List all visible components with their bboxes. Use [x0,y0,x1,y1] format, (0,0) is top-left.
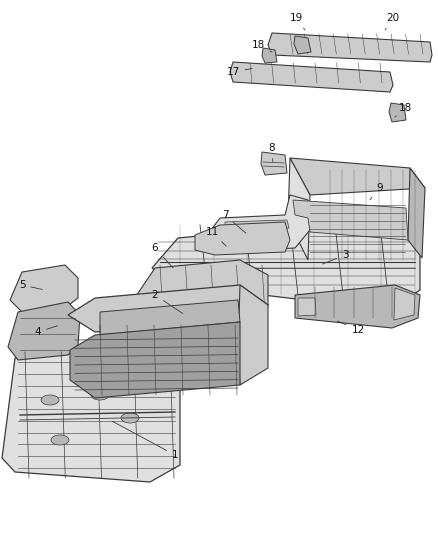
Text: 4: 4 [35,326,57,337]
Polygon shape [70,322,240,398]
Text: 9: 9 [370,183,383,200]
Polygon shape [2,342,180,482]
Polygon shape [132,260,268,318]
Polygon shape [230,62,393,92]
Text: 2: 2 [152,290,183,313]
Text: 7: 7 [222,210,246,233]
Polygon shape [195,222,290,255]
Text: 8: 8 [268,143,276,162]
Polygon shape [68,285,268,332]
Polygon shape [8,302,80,360]
Text: 3: 3 [322,250,348,264]
Polygon shape [225,220,289,232]
Text: 18: 18 [251,40,272,52]
Polygon shape [262,48,277,63]
Ellipse shape [41,395,59,405]
Polygon shape [205,195,310,252]
Polygon shape [295,285,420,328]
Polygon shape [293,200,408,240]
Polygon shape [100,300,240,335]
Polygon shape [261,152,287,175]
Polygon shape [288,158,310,260]
Polygon shape [408,168,425,258]
Ellipse shape [91,390,109,400]
Text: 11: 11 [205,227,226,246]
Polygon shape [152,218,420,310]
Polygon shape [238,285,268,385]
Polygon shape [294,36,311,54]
Polygon shape [268,33,432,62]
Text: 1: 1 [113,421,178,460]
Text: 6: 6 [152,243,173,268]
Polygon shape [290,158,425,195]
Ellipse shape [51,435,69,445]
Text: 5: 5 [19,280,42,290]
Text: 12: 12 [338,321,364,335]
Ellipse shape [121,413,139,423]
Text: 17: 17 [226,67,252,77]
Polygon shape [394,288,415,320]
Polygon shape [10,265,78,312]
Text: 18: 18 [395,103,412,117]
Text: 20: 20 [385,13,399,30]
Text: 19: 19 [290,13,305,30]
Polygon shape [389,103,406,122]
Polygon shape [298,298,316,316]
